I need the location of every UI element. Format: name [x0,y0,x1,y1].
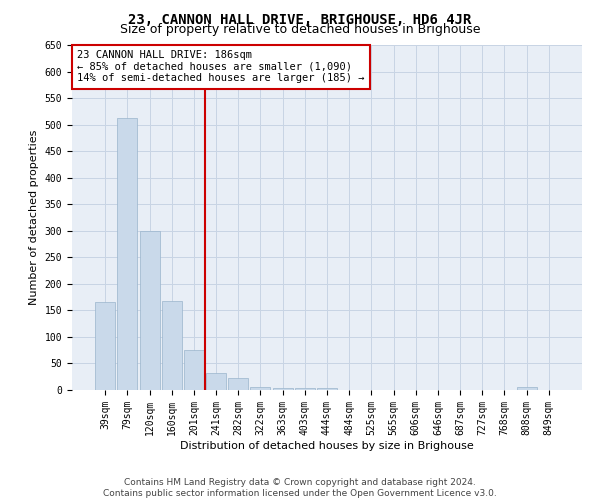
Bar [184,350,204,390]
Text: Size of property relative to detached houses in Brighouse: Size of property relative to detached ho… [120,22,480,36]
Text: Contains HM Land Registry data © Crown copyright and database right 2024.
Contai: Contains HM Land Registry data © Crown c… [103,478,497,498]
Bar [295,388,315,390]
Text: 23, CANNON HALL DRIVE, BRIGHOUSE, HD6 4JR: 23, CANNON HALL DRIVE, BRIGHOUSE, HD6 4J… [128,12,472,26]
Y-axis label: Number of detached properties: Number of detached properties [29,130,39,305]
Bar [206,373,226,390]
Bar [317,388,337,390]
Bar [250,388,271,390]
Bar [517,388,536,390]
Bar [95,302,115,390]
Bar [140,231,160,390]
Bar [118,118,137,390]
Bar [228,378,248,390]
X-axis label: Distribution of detached houses by size in Brighouse: Distribution of detached houses by size … [180,440,474,450]
Text: 23 CANNON HALL DRIVE: 186sqm
← 85% of detached houses are smaller (1,090)
14% of: 23 CANNON HALL DRIVE: 186sqm ← 85% of de… [77,50,365,84]
Bar [272,388,293,390]
Bar [162,302,182,390]
